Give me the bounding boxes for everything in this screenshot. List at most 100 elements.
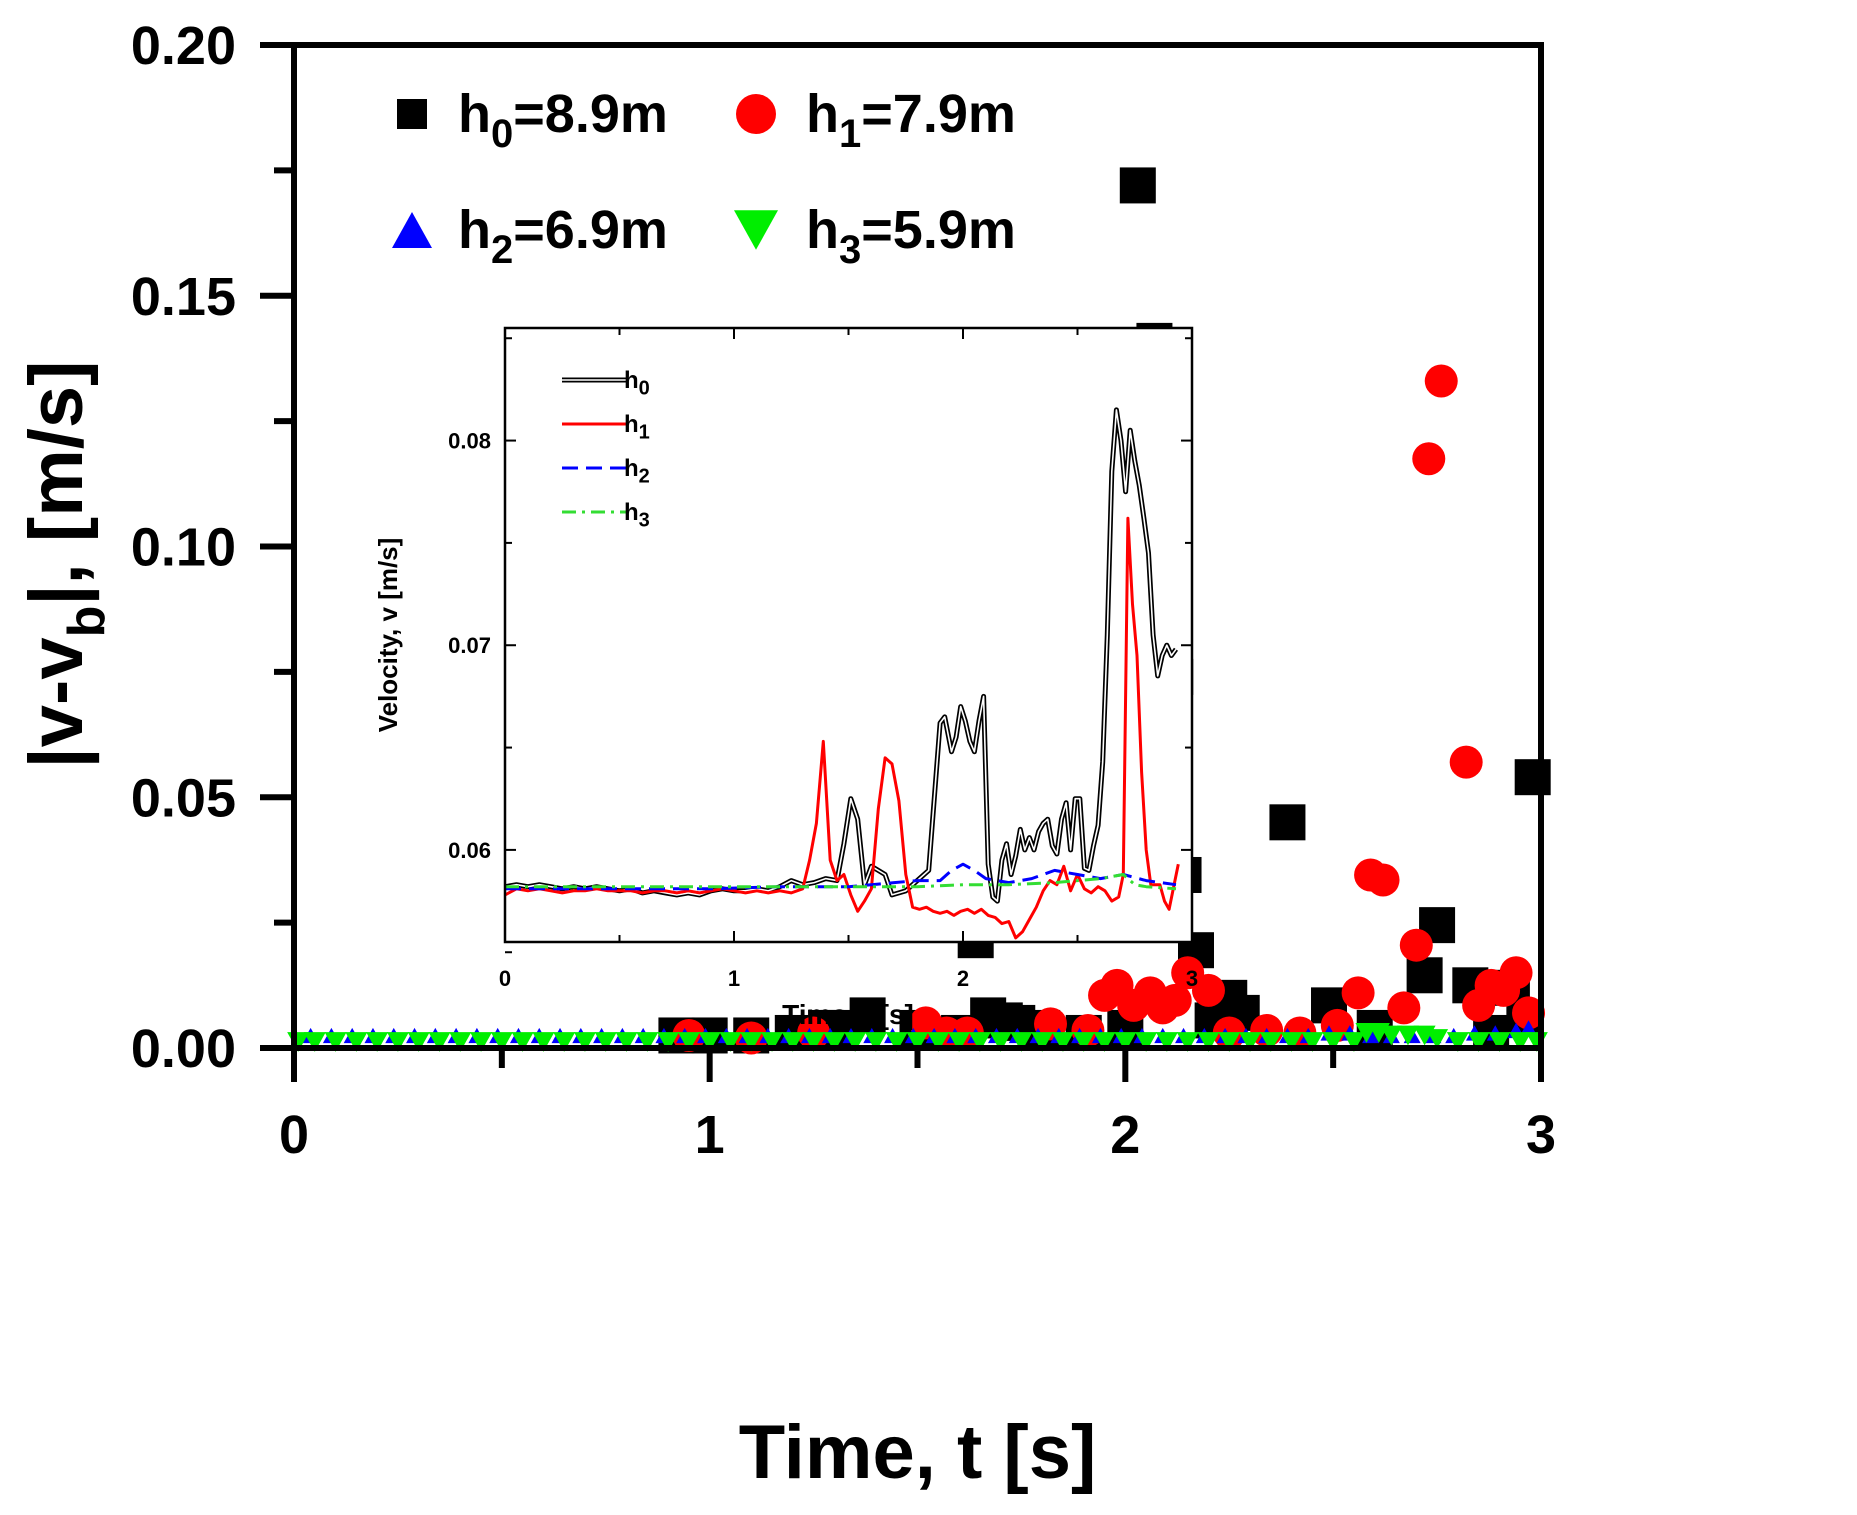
- y-tick-label: 0.05: [131, 768, 236, 828]
- inset-y-tick-label: 0.06: [448, 838, 491, 863]
- series-h3-line: [505, 873, 1177, 891]
- legend-label-tail: =5.9m: [861, 200, 1016, 260]
- data-point: [636, 1032, 659, 1052]
- data-point: [1301, 1032, 1324, 1052]
- data-point: [1259, 1032, 1282, 1052]
- data-point: [324, 1032, 347, 1052]
- data-point: [677, 1032, 700, 1052]
- data-point: [927, 1032, 950, 1052]
- data-point: [1155, 1032, 1178, 1052]
- data-point: [553, 1032, 576, 1052]
- data-point: [1399, 928, 1433, 962]
- data-point: [948, 1032, 971, 1052]
- inset-y-tick-label: 0.07: [448, 633, 491, 658]
- y-tick-label: 0.20: [131, 16, 236, 76]
- inset-x-tick-label: 1: [728, 966, 740, 991]
- data-point: [844, 1032, 867, 1052]
- inset-legend-label: h2: [624, 455, 650, 488]
- inset-legend-label: h1: [624, 411, 650, 444]
- y-axis-label-base: |v-v: [14, 637, 100, 768]
- inset-legend-label-base: h: [624, 499, 639, 526]
- legend-entry-h1: h1=7.9m: [736, 84, 1016, 156]
- data-point: [864, 1032, 887, 1052]
- x-tick-label: 0: [279, 1105, 309, 1165]
- data-point: [1197, 1032, 1220, 1052]
- x-tick-label: 2: [1110, 1105, 1140, 1165]
- data-point: [1424, 364, 1458, 398]
- data-point: [594, 1032, 617, 1052]
- legend-label-sub: 3: [839, 228, 861, 272]
- legend-label-tail: =7.9m: [861, 84, 1016, 144]
- y-tick-label: 0.15: [131, 267, 236, 327]
- data-point: [761, 1032, 784, 1052]
- data-point: [1366, 863, 1400, 897]
- legend-label-tail: =8.9m: [513, 84, 668, 144]
- data-point: [781, 1032, 804, 1052]
- data-point: [407, 1032, 430, 1052]
- legend-label: h3=5.9m: [806, 200, 1016, 272]
- data-point: [1449, 745, 1483, 779]
- legend-entry-h0: h0=8.9m: [397, 84, 668, 156]
- inset-legend-label: h0: [624, 367, 650, 400]
- legend-label: h0=8.9m: [458, 84, 668, 156]
- inset-x-tick-label: 0: [499, 966, 511, 991]
- data-point: [740, 1032, 763, 1052]
- inset-background: [505, 328, 1192, 942]
- data-point: [366, 1032, 389, 1052]
- legend-label: h1=7.9m: [806, 84, 1016, 156]
- y-tick-label: 0.10: [131, 518, 236, 578]
- inset-y-tick-label: 0.08: [448, 429, 491, 454]
- inset-legend-label-base: h: [624, 455, 639, 482]
- legend-label-base: h: [806, 200, 839, 260]
- data-point: [1010, 1032, 1033, 1052]
- data-point: [303, 1032, 326, 1052]
- data-point: [885, 1032, 908, 1052]
- legend-label-base: h: [806, 84, 839, 144]
- legend-entry-h3: h3=5.9m: [734, 200, 1016, 272]
- data-point: [532, 1032, 555, 1052]
- y-axis-label: |v-vb|, [m/s]: [14, 361, 116, 769]
- legend-label-sub: 2: [491, 228, 513, 272]
- data-point: [428, 1032, 451, 1052]
- legend-marker: [392, 212, 432, 248]
- data-point: [1467, 1032, 1490, 1052]
- inset-legend-label: h3: [624, 499, 650, 532]
- inset-x-axis-label: Time, t [s]: [782, 999, 914, 1030]
- legend-marker: [734, 210, 778, 250]
- data-point: [345, 1032, 368, 1052]
- data-point: [386, 1032, 409, 1052]
- data-point: [1135, 1032, 1158, 1052]
- x-axis-label: Time, t [s]: [739, 1410, 1097, 1495]
- legend-label: h2=6.9m: [458, 200, 668, 272]
- data-point: [490, 1032, 513, 1052]
- inset-legend-label-sub: 1: [639, 422, 650, 444]
- inset-x-tick-label: 2: [957, 966, 969, 991]
- inset-legend-entry-h2: h2: [562, 455, 650, 488]
- data-point: [823, 1032, 846, 1052]
- inset-y-axis-label: Velocity, v [m/s]: [373, 538, 403, 733]
- data-point: [1426, 1029, 1449, 1049]
- inset-legend-entry-h1: h1: [562, 411, 650, 444]
- legend-label-base: h: [458, 200, 491, 260]
- data-point: [1114, 1032, 1137, 1052]
- inset-plot: 0.06 0.07 0.08 0 1 2 3 Time, t [s] Velocity, v […: [373, 326, 1198, 1030]
- data-point: [1520, 1020, 1538, 1036]
- data-point: [1191, 973, 1225, 1007]
- data-point: [449, 1032, 472, 1052]
- data-point: [1342, 1032, 1365, 1052]
- inset-legend-label-base: h: [624, 367, 639, 394]
- inset-x-tick-label: 3: [1186, 966, 1198, 991]
- data-point: [1406, 957, 1443, 994]
- data-point: [1341, 976, 1375, 1010]
- legend-marker: [397, 99, 427, 129]
- x-tick-label: 3: [1526, 1105, 1556, 1165]
- data-point: [657, 1032, 680, 1052]
- data-point: [615, 1032, 638, 1052]
- data-point: [1176, 1032, 1199, 1052]
- inset-legend-label-sub: 2: [639, 466, 650, 488]
- data-point: [1269, 804, 1306, 841]
- data-point: [1119, 167, 1156, 204]
